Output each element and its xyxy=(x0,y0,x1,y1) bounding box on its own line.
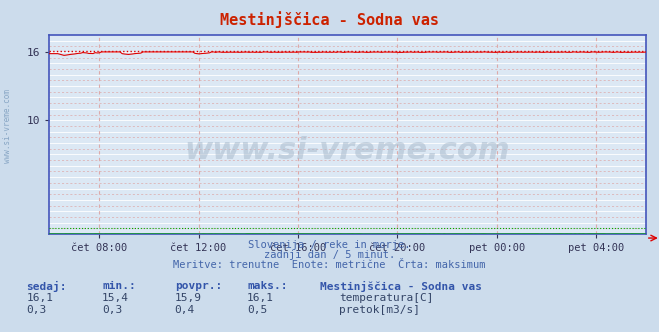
Text: zadnji dan / 5 minut.: zadnji dan / 5 minut. xyxy=(264,250,395,260)
Text: www.si-vreme.com: www.si-vreme.com xyxy=(185,136,511,165)
Text: maks.:: maks.: xyxy=(247,281,287,290)
Text: pretok[m3/s]: pretok[m3/s] xyxy=(339,305,420,315)
Text: Meritve: trenutne  Enote: metrične  Črta: maksimum: Meritve: trenutne Enote: metrične Črta: … xyxy=(173,260,486,270)
Text: povpr.:: povpr.: xyxy=(175,281,222,290)
Text: 16,1: 16,1 xyxy=(247,293,274,303)
Text: Mestinjščica - Sodna vas: Mestinjščica - Sodna vas xyxy=(220,12,439,29)
Text: Mestinjščica - Sodna vas: Mestinjščica - Sodna vas xyxy=(320,281,482,291)
Text: sedaj:: sedaj: xyxy=(26,281,67,291)
Text: 0,3: 0,3 xyxy=(26,305,47,315)
Text: min.:: min.: xyxy=(102,281,136,290)
Text: 0,4: 0,4 xyxy=(175,305,195,315)
Text: temperatura[C]: temperatura[C] xyxy=(339,293,434,303)
Text: 0,3: 0,3 xyxy=(102,305,123,315)
Text: 16,1: 16,1 xyxy=(26,293,53,303)
Text: 0,5: 0,5 xyxy=(247,305,268,315)
Text: 15,9: 15,9 xyxy=(175,293,202,303)
Text: www.si-vreme.com: www.si-vreme.com xyxy=(3,89,13,163)
Text: 15,4: 15,4 xyxy=(102,293,129,303)
Text: Slovenija / reke in morje.: Slovenija / reke in morje. xyxy=(248,240,411,250)
